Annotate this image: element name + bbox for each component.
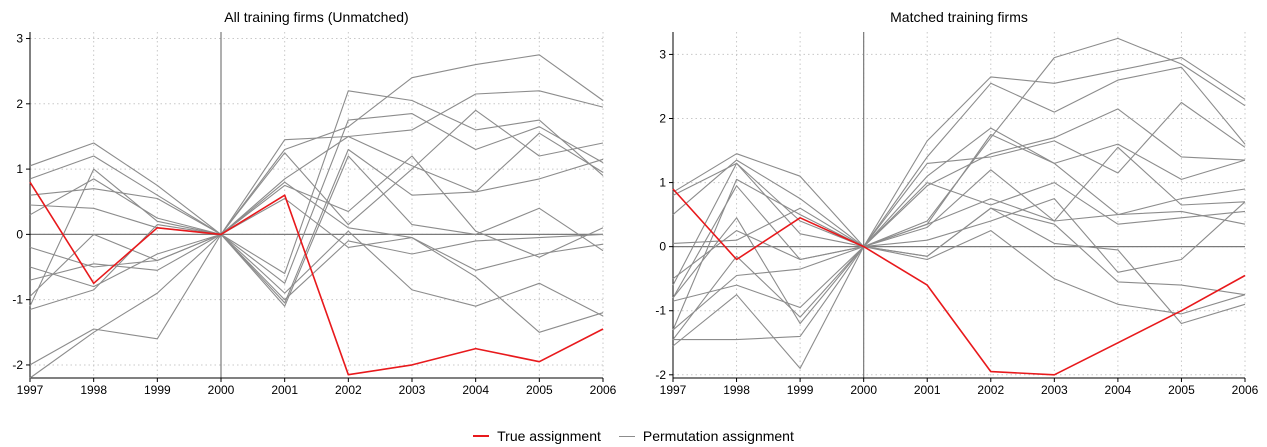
legend: True assignment Permutation assignment [0,425,1267,447]
permutation-line [672,108,1246,248]
permutation-line [29,109,604,268]
x-tick-label: 2000 [208,383,235,397]
legend-item-permutation: Permutation assignment [618,428,794,444]
x-tick-label: 2001 [914,383,941,397]
permutation-line [672,37,1246,248]
y-tick-label: -1 [12,293,23,307]
panel-1: All training firms (Unmatched) 1997 1998 19… [12,9,616,397]
y-tick-label: 0 [16,227,23,241]
chart-title: Matched training firms [890,9,1028,25]
chart-title: All training firms (Unmatched) [224,9,408,25]
permutation-line [29,132,604,288]
x-tick-label: 2004 [462,383,489,397]
permutation-line [29,230,604,366]
permutation-line [672,182,1246,331]
permutation-line [29,148,604,304]
true-assignment-line [29,181,604,376]
legend-swatch-true [473,435,490,437]
permutation-line [672,169,1246,309]
x-tick-label: 1997 [660,383,687,397]
permutation-line [29,113,604,284]
x-tick-label: 2001 [271,383,298,397]
y-tick-label: 1 [16,162,23,176]
x-tick-label: 1998 [80,383,107,397]
permutation-line [29,181,604,311]
permutation-line [672,146,1246,280]
x-tick-label: 2005 [526,383,553,397]
x-tick-label: 1999 [144,383,171,397]
permutation-line [672,133,1246,331]
y-tick-label: 3 [659,47,666,61]
permutation-line [672,230,1246,369]
y-tick-label: 2 [659,112,666,126]
y-tick-label: -2 [655,368,666,382]
x-tick-label: 2002 [977,383,1004,397]
permutation-line [672,57,1246,248]
x-tick-label: 2000 [850,383,877,397]
y-tick-label: -2 [12,358,23,372]
x-tick-label: 1999 [787,383,814,397]
permutation-line [29,54,604,235]
legend-swatch-permutation [618,435,635,437]
x-tick-label: 2003 [399,383,426,397]
permutation-line [672,101,1246,299]
true-assignment-line [672,188,1246,376]
y-tick-label: -1 [655,304,666,318]
permutation-line [29,90,604,235]
permutation-line [673,198,1246,341]
permutation-line [672,127,1246,286]
legend-label-permutation: Permutation assignment [642,428,794,444]
legend-label-true: True assignment [497,428,601,444]
x-tick-label: 1997 [17,383,44,397]
y-tick-label: 0 [659,240,666,254]
x-tick-label: 2002 [335,383,362,397]
x-tick-label: 2006 [1232,383,1259,397]
permutation-line [29,90,604,275]
x-tick-label: 2004 [1105,383,1132,397]
x-tick-label: 2005 [1168,383,1195,397]
permutation-line [29,197,604,379]
permutation-line [29,168,604,307]
permutation-line [29,155,604,297]
x-tick-label: 2006 [590,383,617,397]
permutation-line [672,66,1246,248]
permutation-line [672,207,1246,325]
y-tick-label: 3 [16,32,23,46]
x-tick-label: 1998 [723,383,750,397]
y-tick-label: 2 [16,97,23,111]
x-tick-label: 2003 [1041,383,1068,397]
permutation-line [29,155,604,307]
y-tick-label: 1 [659,176,666,190]
legend-item-true: True assignment [473,428,601,444]
